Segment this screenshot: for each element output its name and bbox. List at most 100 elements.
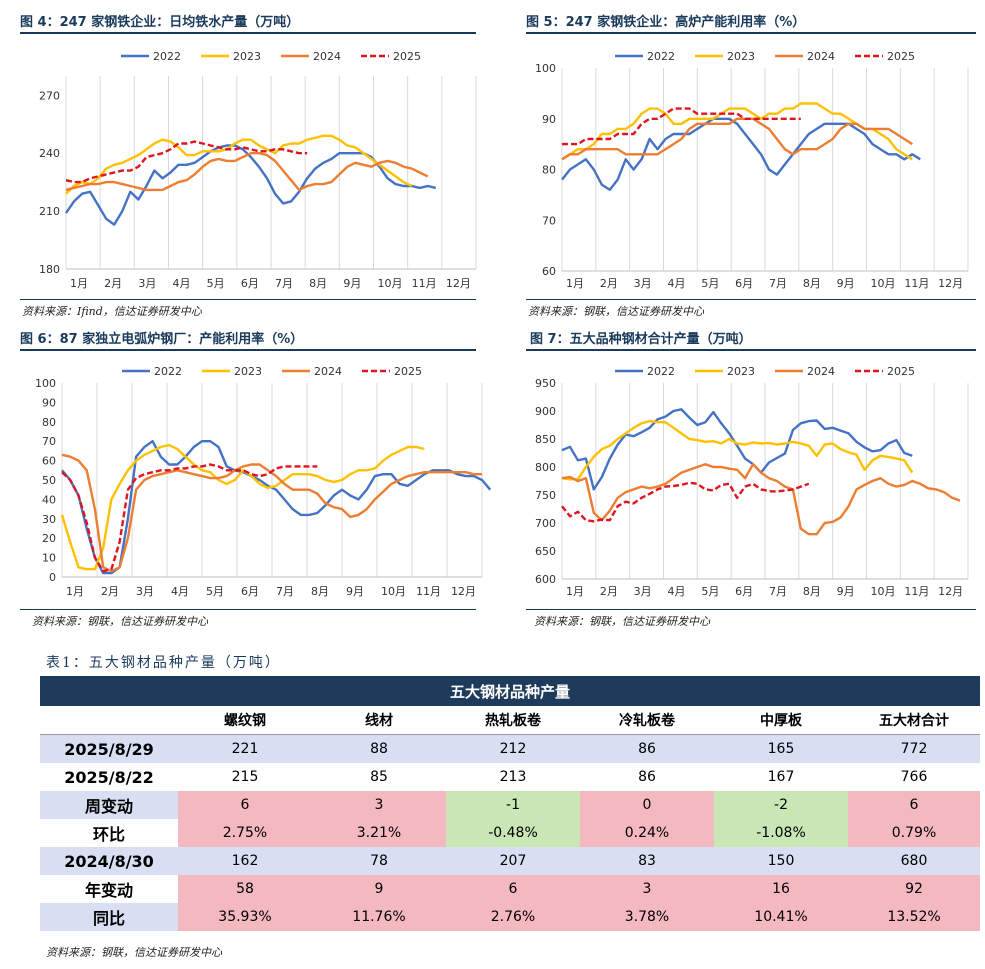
table-cell-1-0: 215 [178, 763, 312, 791]
fig6-ytick-9: 90 [42, 396, 56, 409]
fig4-xtick-3: 4月 [173, 277, 191, 290]
table-cell-3-5: 0.79% [848, 819, 981, 847]
table-cell-3-1: 3.21% [312, 819, 446, 847]
fig7-xtick-6: 7月 [769, 585, 787, 598]
fig5-xtick-1: 2月 [600, 277, 618, 290]
fig5-series-2022 [561, 117, 921, 192]
table-cell-0-5: 772 [848, 734, 981, 763]
table-cell-2-0: 6 [178, 791, 312, 819]
fig5-xtick-11: 12月 [938, 277, 963, 290]
table-cell-1-5: 766 [848, 763, 981, 791]
fig6-series-2024 [61, 453, 482, 573]
table-cell-1-2: 213 [446, 763, 580, 791]
fig7-series-2024 [561, 462, 961, 536]
column-header-2: 热轧板卷 [446, 706, 580, 735]
table-row: 2024/8/30 162 78 207 83 150 680 [40, 847, 981, 875]
fig7-ytick-0: 600 [535, 573, 556, 586]
table-cell-3-0: 2.75% [178, 819, 312, 847]
table-source: 资料来源：钢联，信达证券研发中心 [46, 946, 222, 959]
fig7-series-2023 [561, 419, 914, 481]
table-cell-0-0: 221 [178, 734, 312, 763]
table-header-row: 螺纹钢 线材 热轧板卷 冷轧板卷 中厚板 五大材合计 [40, 706, 981, 735]
fig7-source-rule [526, 609, 976, 610]
row-label-6: 同比 [40, 903, 178, 931]
table-row: 环比 2.75% 3.21% -0.48% 0.24% -1.08% 0.79% [40, 819, 981, 847]
column-header-1: 线材 [312, 706, 446, 735]
table-cell-0-4: 165 [714, 734, 848, 763]
fig4-title-rule [20, 32, 476, 34]
fig4-source-rule [20, 299, 476, 300]
fig6-xtick-7: 8月 [311, 585, 329, 598]
table-row: 2025/8/29 221 88 212 86 165 772 [40, 734, 981, 763]
table-banner: 五大钢材品种产量 [40, 676, 981, 706]
fig4-title: 图 4：247 家钢铁企业：日均铁水产量（万吨） [20, 15, 300, 30]
fig5-xtick-7: 8月 [803, 277, 821, 290]
table-cell-2-3: 0 [580, 791, 714, 819]
table-title: 表1：五大钢材品种产量（万吨） [46, 655, 281, 671]
fig5-source-rule [526, 299, 976, 300]
fig7-xtick-10: 11月 [904, 585, 929, 598]
fig5-legend-label-2025: 2025 [887, 50, 915, 63]
fig5-title-rule [526, 32, 976, 34]
fig4-xtick-8: 9月 [343, 277, 361, 290]
fig7-legend-label-2022: 2022 [647, 365, 675, 378]
column-header-5: 五大材合计 [848, 706, 981, 735]
fig7-series-2025 [561, 481, 810, 523]
fig4-xtick-1: 2月 [104, 277, 122, 290]
fig6-legend-label-2025: 2025 [394, 365, 422, 378]
table-cell-4-2: 207 [446, 847, 580, 875]
fig5-ytick-4: 100 [535, 62, 556, 75]
fig7-xtick-9: 10月 [871, 585, 896, 598]
fig6-xtick-8: 9月 [346, 585, 364, 598]
fig4-xtick-6: 7月 [275, 277, 293, 290]
fig7-source: 资料来源：钢联，信达证券研发中心 [534, 615, 710, 628]
table-row: 2025/8/22 215 85 213 86 167 766 [40, 763, 981, 791]
fig7-chart: 600 650 700 750 800 850 900 950 1月 2月 3月 4月 5月 6月 7月 8月… [535, 365, 969, 598]
steel-output-table: 五大钢材品种产量 螺纹钢 线材 热轧板卷 冷轧板卷 中厚板 五大材合计 2025/8/29… [40, 676, 981, 931]
fig5-legend-label-2023: 2023 [727, 50, 755, 63]
table-cell-5-3: 3 [580, 875, 714, 903]
fig6-legend-label-2022: 2022 [154, 365, 182, 378]
fig4-ytick-0: 180 [39, 263, 60, 276]
fig5-xtick-4: 5月 [701, 277, 719, 290]
fig7-title-rule [526, 349, 976, 351]
table-cell-5-5: 92 [848, 875, 981, 903]
fig7-ytick-1: 650 [535, 545, 556, 558]
fig5-xtick-6: 7月 [769, 277, 787, 290]
fig4-legend-label-2022: 2022 [153, 50, 181, 63]
table-cell-4-4: 150 [714, 847, 848, 875]
fig6-xtick-6: 7月 [276, 585, 294, 598]
fig7-ytick-3: 750 [535, 489, 556, 502]
fig6-xtick-1: 2月 [101, 585, 119, 598]
table-cell-2-4: -2 [714, 791, 848, 819]
fig7-xtick-5: 6月 [735, 585, 753, 598]
fig5-xtick-2: 3月 [634, 277, 652, 290]
fig6-legend-label-2023: 2023 [234, 365, 262, 378]
column-header-0: 螺纹钢 [178, 706, 312, 735]
row-label-0: 2025/8/29 [40, 734, 178, 763]
table-cell-5-4: 16 [714, 875, 848, 903]
fig5-xtick-5: 6月 [735, 277, 753, 290]
row-label-1: 2025/8/22 [40, 763, 178, 791]
fig6-chart: 0 10 20 30 40 50 60 70 80 90 100 1月 2月 3月 4月 5月 6月 7月 8月 9月… [35, 365, 492, 598]
table-cell-1-4: 167 [714, 763, 848, 791]
fig7-xtick-11: 12月 [938, 585, 963, 598]
fig5-ytick-1: 70 [542, 214, 556, 227]
table-cell-5-2: 6 [446, 875, 580, 903]
table-row: 同比 35.93% 11.76% 2.76% 3.78% 10.41% 13.52% [40, 903, 981, 931]
table-row: 年变动 58 9 6 3 16 92 [40, 875, 981, 903]
fig5-series-2025 [562, 107, 801, 146]
table-cell-1-3: 86 [580, 763, 714, 791]
fig6-ytick-2: 20 [42, 532, 56, 545]
table-cell-1-1: 85 [312, 763, 446, 791]
fig4-ytick-2: 240 [39, 147, 60, 160]
fig6-legend-label-2024: 2024 [314, 365, 342, 378]
fig5-legend-label-2024: 2024 [807, 50, 835, 63]
fig7-xtick-8: 9月 [837, 585, 855, 598]
fig6-source: 资料来源：钢联，信达证券研发中心 [32, 615, 208, 628]
fig4-xtick-2: 3月 [138, 277, 156, 290]
fig5-ytick-3: 90 [542, 113, 556, 126]
fig6-title-rule [20, 349, 476, 351]
fig7-ytick-5: 850 [535, 433, 556, 446]
fig6-xtick-4: 5月 [206, 585, 224, 598]
